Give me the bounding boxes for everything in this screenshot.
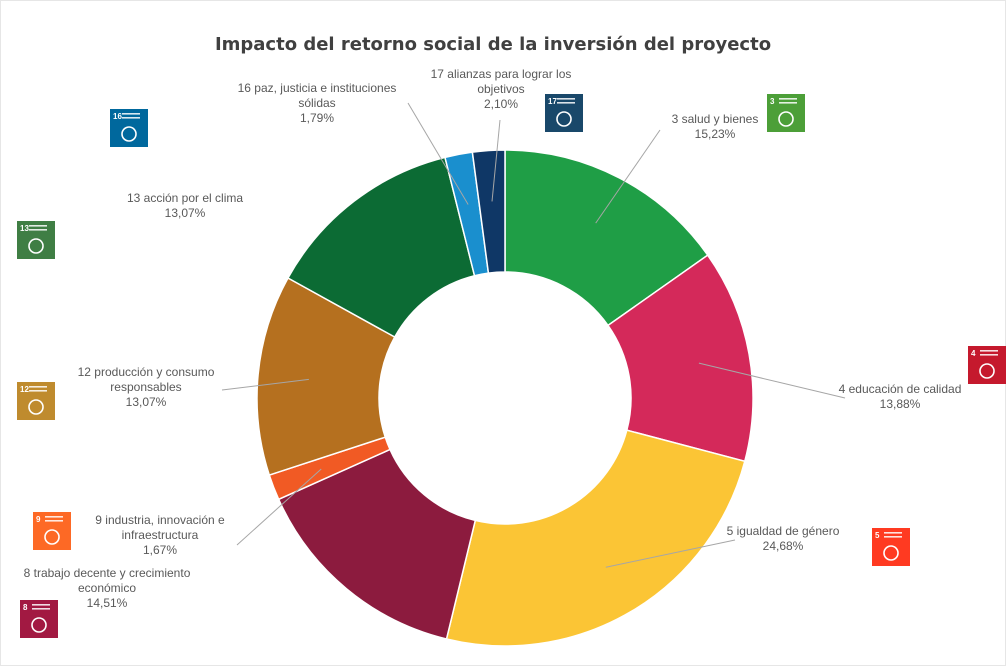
donut-slice-ods4	[606, 254, 754, 463]
leader-line-ods9	[236, 468, 322, 546]
data-label-category-ods8: económico	[78, 581, 136, 595]
sdg-16-icon: 16	[110, 109, 148, 147]
svg-text:4: 4	[971, 349, 976, 358]
leader-line-ods4	[698, 362, 846, 399]
data-label-value-ods3: 15,23%	[695, 127, 736, 141]
sdg-3-icon: 3	[767, 94, 805, 132]
leader-line-ods16	[407, 102, 469, 205]
svg-text:17: 17	[548, 97, 557, 106]
sdg-13-icon: 13	[17, 221, 55, 259]
svg-text:13: 13	[20, 224, 29, 233]
data-label-category-ods13: 13 acción por el clima	[127, 191, 243, 205]
data-label-category-ods17: objetivos	[477, 82, 524, 96]
sdg-8-icon: 8	[20, 600, 58, 638]
sdg-9-icon: 9	[33, 512, 71, 550]
svg-text:9: 9	[36, 515, 41, 524]
data-label-value-ods9: 1,67%	[143, 543, 177, 557]
leader-line-ods12	[221, 378, 309, 391]
data-label-value-ods12: 13,07%	[126, 395, 167, 409]
donut-slice-ods17	[471, 149, 506, 274]
leader-lines-layer	[221, 102, 846, 568]
chart-title: Impacto del retorno social de la inversi…	[215, 34, 771, 55]
donut-slice-ods5	[445, 429, 746, 647]
leader-line-ods3	[595, 129, 661, 224]
sdg-icons-layer: 3 4 5 8 9 12 13 16 17	[17, 94, 1006, 638]
data-label-category-ods12: responsables	[110, 380, 181, 394]
svg-text:12: 12	[20, 385, 29, 394]
data-label-value-ods8: 14,51%	[87, 596, 128, 610]
data-label-category-ods5: 5 igualdad de género	[727, 524, 840, 538]
data-label-category-ods16: sólidas	[298, 96, 335, 110]
svg-text:5: 5	[875, 531, 880, 540]
data-label-category-ods3: 3 salud y bienes	[672, 112, 759, 126]
data-label-category-ods12: 12 producción y consumo	[78, 365, 215, 379]
data-label-value-ods17: 2,10%	[484, 97, 518, 111]
sdg-12-icon: 12	[17, 382, 55, 420]
donut-slice-ods3	[504, 149, 709, 327]
svg-text:16: 16	[113, 112, 122, 121]
data-label-value-ods4: 13,88%	[880, 397, 921, 411]
sdg-17-icon: 17	[545, 94, 583, 132]
data-label-category-ods16: 16 paz, justicia e instituciones	[238, 81, 397, 95]
leader-line-ods17	[491, 119, 501, 202]
data-label-category-ods4: 4 educación de calidad	[839, 382, 962, 396]
sdg-4-icon: 4	[968, 346, 1006, 384]
data-label-value-ods5: 24,68%	[763, 539, 804, 553]
data-label-category-ods9: 9 industria, innovación e	[95, 513, 225, 527]
svg-text:3: 3	[770, 97, 775, 106]
svg-text:8: 8	[23, 603, 28, 612]
sdg-5-icon: 5	[872, 528, 910, 566]
data-label-category-ods17: 17 alianzas para lograr los	[431, 67, 572, 81]
leader-line-ods5	[605, 539, 736, 568]
data-label-category-ods9: infraestructura	[122, 528, 199, 542]
slices-layer	[256, 149, 754, 647]
data-label-category-ods8: 8 trabajo decente y crecimiento	[24, 566, 191, 580]
data-label-value-ods16: 1,79%	[300, 111, 334, 125]
data-label-value-ods13: 13,07%	[165, 206, 206, 220]
